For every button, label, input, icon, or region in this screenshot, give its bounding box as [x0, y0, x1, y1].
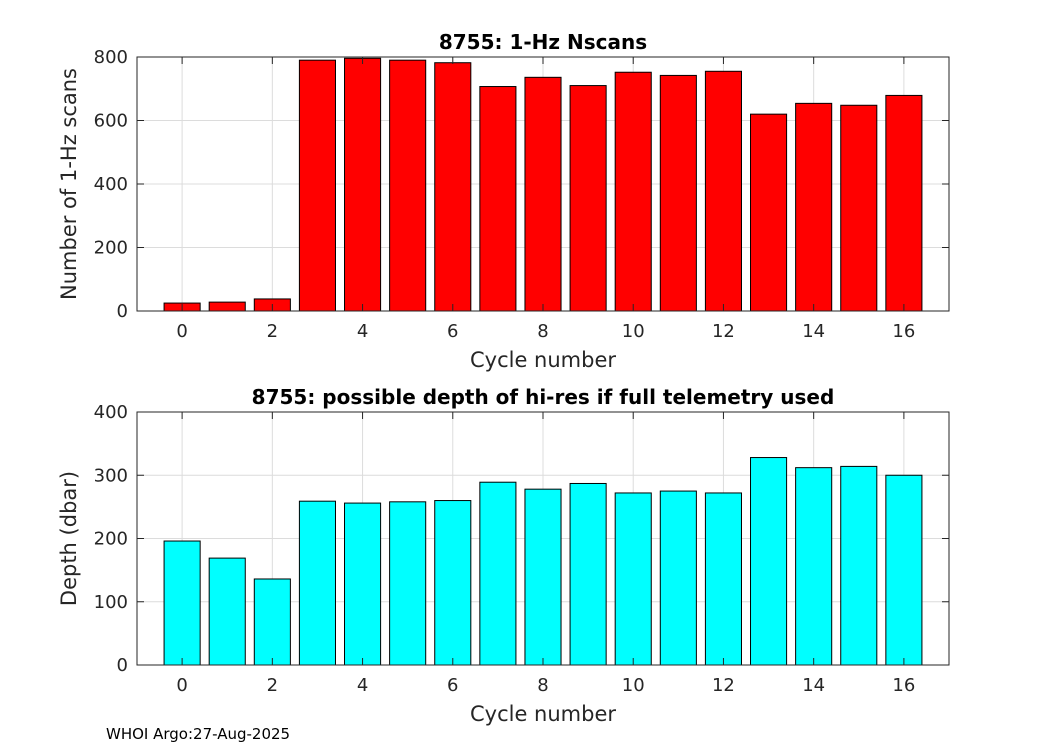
y-tick-label: 400: [94, 174, 128, 195]
bar-cycle-13: [750, 457, 788, 666]
x-tick-label: 2: [267, 675, 278, 696]
bar-cycle-2: [253, 578, 291, 666]
bar-cycle-3: [298, 59, 336, 312]
x-tick-label: 0: [176, 675, 187, 696]
bar-cycle-4: [344, 57, 382, 312]
bar-cycle-5: [389, 59, 427, 312]
bar-cycle-11: [659, 490, 697, 666]
bar-cycle-13: [750, 113, 788, 312]
chart-title: 8755: possible depth of hi-res if full t…: [252, 385, 835, 409]
y-tick-label: 0: [117, 301, 128, 322]
chart-2: 0 2 4 6 8 10 12 14 16 0 100 200 300 400 8755: possible…: [57, 385, 950, 726]
bar-cycle-1: [208, 301, 246, 312]
x-tick-label: 16: [892, 675, 915, 696]
bar-cycle-15: [840, 104, 878, 312]
bar-cycle-9: [569, 482, 607, 666]
y-axis-label: Number of 1-Hz scans: [57, 68, 81, 300]
bar-cycle-3: [298, 500, 336, 666]
bar-cycle-6: [434, 62, 472, 312]
bar-cycle-8: [524, 76, 562, 312]
x-axis-label: Cycle number: [470, 702, 616, 726]
bar-cycle-10: [614, 71, 652, 312]
x-tick-label: 10: [622, 321, 645, 342]
bar-cycle-10: [614, 492, 652, 666]
y-tick-label: 0: [117, 655, 128, 676]
bar-cycle-7: [479, 481, 517, 666]
bar-cycle-14: [795, 467, 833, 666]
bar-cycle-14: [795, 102, 833, 312]
x-tick-label: 10: [622, 675, 645, 696]
x-tick-label: 4: [357, 321, 368, 342]
x-tick-label: 6: [447, 675, 458, 696]
x-tick-label: 14: [802, 675, 825, 696]
x-tick-label: 8: [537, 675, 548, 696]
x-tick-label: 14: [802, 321, 825, 342]
chart-1: 0 2 4 6 8 10 12 14 16 0 200 400 600 800 8755: 1-Hz Nsc…: [57, 30, 950, 372]
y-tick-label: 100: [94, 592, 128, 613]
chart-title: 8755: 1-Hz Nscans: [439, 30, 647, 54]
footer-stamp: WHOI Argo:27-Aug-2025: [106, 725, 291, 743]
bar-cycle-15: [840, 465, 878, 666]
x-tick-label: 8: [537, 321, 548, 342]
bar-cycle-12: [704, 492, 742, 666]
bar-cycle-7: [479, 86, 517, 312]
y-tick-label: 600: [94, 111, 128, 132]
bar-cycle-16: [885, 94, 923, 312]
x-tick-label: 12: [712, 321, 735, 342]
y-axis-label: Depth (dbar): [57, 471, 81, 606]
bar-cycle-12: [704, 70, 742, 312]
y-tick-label: 200: [94, 238, 128, 259]
x-axis-label: Cycle number: [470, 348, 616, 372]
y-tick-label: 800: [94, 47, 128, 68]
bar-cycle-6: [434, 500, 472, 666]
bar-cycle-5: [389, 501, 427, 666]
bar-cycle-11: [659, 74, 697, 312]
x-tick-label: 4: [357, 675, 368, 696]
y-tick-label: 400: [94, 402, 128, 423]
x-tick-label: 2: [267, 321, 278, 342]
x-tick-label: 16: [892, 321, 915, 342]
y-tick-label: 200: [94, 529, 128, 550]
y-tick-label: 300: [94, 465, 128, 486]
x-tick-label: 0: [176, 321, 187, 342]
bar-cycle-0: [163, 540, 201, 666]
bar-cycle-4: [344, 502, 382, 666]
x-tick-label: 12: [712, 675, 735, 696]
bar-cycle-16: [885, 474, 923, 666]
x-tick-label: 6: [447, 321, 458, 342]
bar-cycle-8: [524, 488, 562, 666]
bar-cycle-9: [569, 85, 607, 312]
bar-cycle-1: [208, 557, 246, 666]
